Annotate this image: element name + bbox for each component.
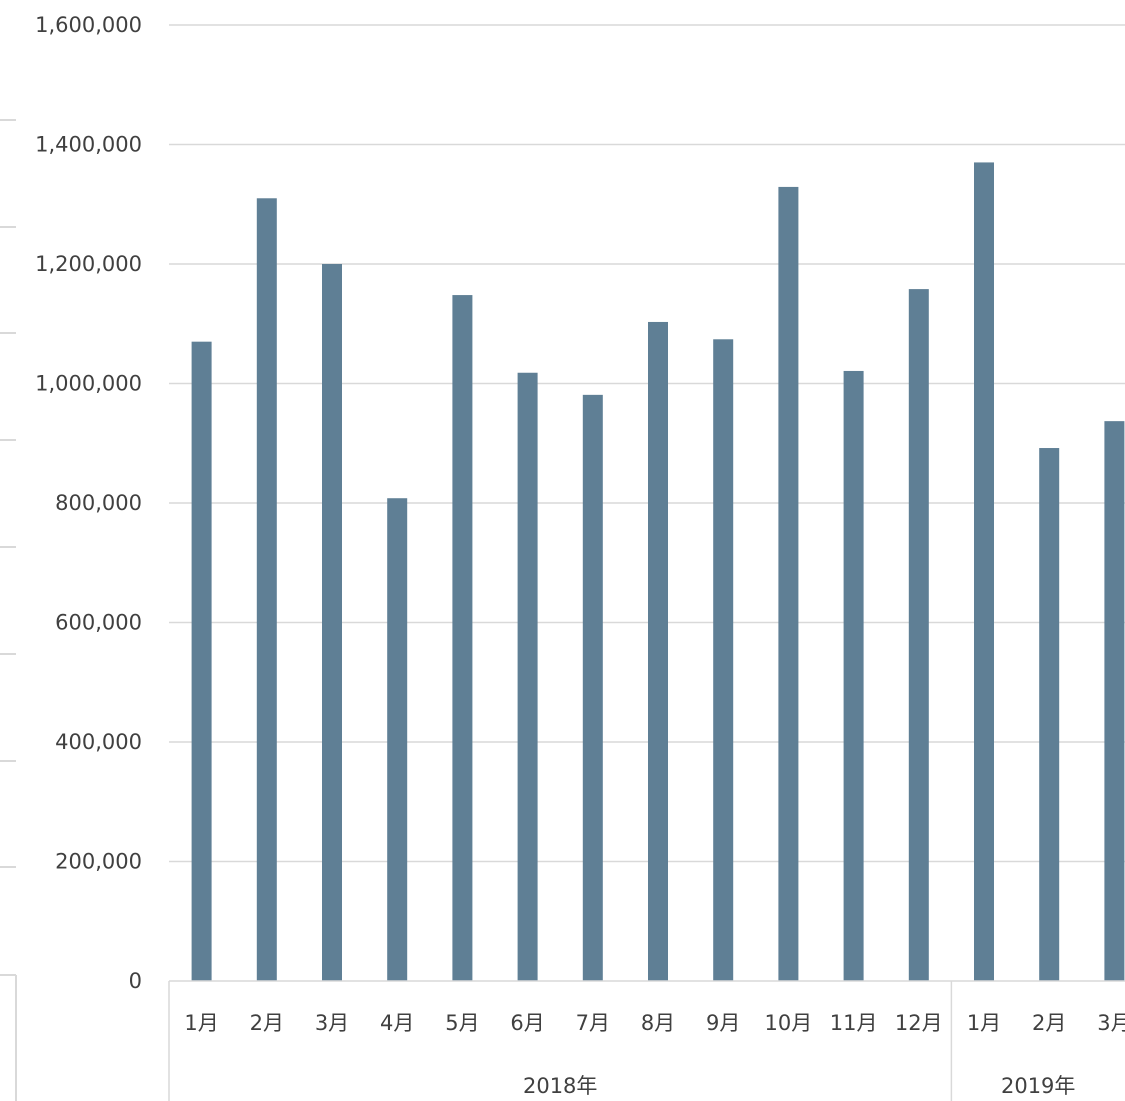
- x-tick-label: 3月: [315, 1011, 349, 1035]
- y-tick-label: 800,000: [55, 491, 142, 515]
- left-edge-ticks: [0, 119, 17, 1101]
- y-tick-label: 200,000: [55, 850, 142, 874]
- x-tick-label: 2月: [1032, 1011, 1066, 1035]
- x-tick-label: 4月: [380, 1011, 414, 1035]
- y-tick-label: 0: [129, 969, 142, 993]
- bar: [517, 372, 538, 981]
- x-tick-label: 11月: [830, 1011, 878, 1035]
- bar: [778, 186, 799, 982]
- bar: [452, 295, 473, 981]
- y-axis-tick-labels: 0 200,000 400,000 600,000 800,000 1,000,000 1,…: [35, 13, 142, 993]
- y-tick-label: 1,200,000: [35, 252, 142, 276]
- x-tick-label: 10月: [765, 1011, 813, 1035]
- x-tick-label: 7月: [576, 1011, 610, 1035]
- x-tick-label: 12月: [895, 1011, 943, 1035]
- bar: [256, 198, 277, 981]
- x-tick-label: 5月: [445, 1011, 479, 1035]
- y-tick-label: 1,400,000: [35, 133, 142, 157]
- y-tick-label: 600,000: [55, 611, 142, 635]
- x-group-label: 2018年: [523, 1074, 597, 1098]
- y-tick-label: 1,000,000: [35, 372, 142, 396]
- x-tick-label: 2月: [250, 1011, 284, 1035]
- x-tick-label: 1月: [967, 1011, 1001, 1035]
- bar: [1104, 421, 1125, 982]
- bar: [648, 321, 668, 981]
- x-tick-label: 1月: [184, 1011, 218, 1035]
- x-axis: 1月 2月 3月 4月 5月 6月 7月 8月 9月 10月 11月 12月 1月 2月 3月 2018年 20…: [168, 980, 1125, 1101]
- bar: [1039, 448, 1060, 981]
- y-tick-label: 400,000: [55, 730, 142, 754]
- bar: [582, 394, 603, 981]
- bar: [191, 341, 212, 981]
- x-tick-label: 6月: [510, 1011, 544, 1035]
- bar: [974, 162, 994, 982]
- x-tick-label: 9月: [706, 1011, 740, 1035]
- bar: [713, 339, 734, 981]
- bar: [387, 498, 408, 981]
- y-tick-label: 1,600,000: [35, 13, 142, 37]
- x-tick-label: 3月: [1097, 1011, 1125, 1035]
- bar: [322, 264, 342, 981]
- x-tick-label: 8月: [641, 1011, 675, 1035]
- bars: [191, 162, 1125, 982]
- x-group-label: 2019年: [1001, 1074, 1075, 1098]
- bar: [908, 289, 929, 982]
- bar: [843, 370, 864, 981]
